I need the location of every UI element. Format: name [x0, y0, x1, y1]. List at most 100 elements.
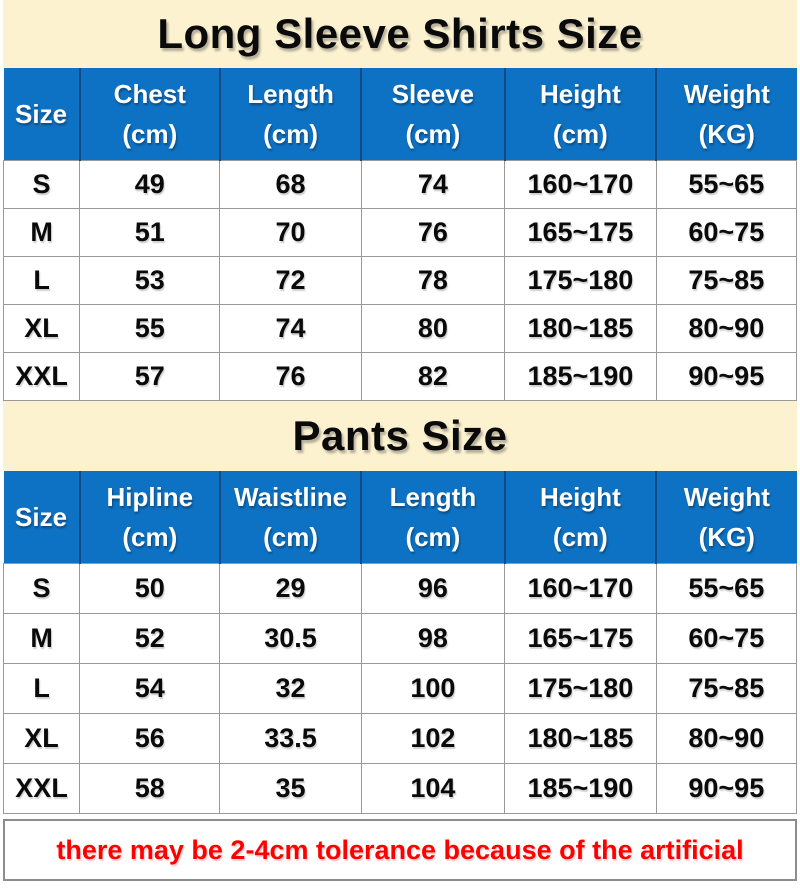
- value-cell: 55~65: [655, 563, 798, 614]
- value-cell: 160~170: [504, 160, 657, 209]
- pants-header-weight: Weight (KG): [655, 471, 797, 564]
- value-cell: 32: [219, 663, 362, 714]
- value-cell: 56: [79, 713, 221, 764]
- size-cell: M: [2, 613, 81, 664]
- value-cell: 76: [219, 352, 362, 401]
- pants-title: Pants Size: [3, 401, 797, 471]
- value-cell: 33.5: [219, 713, 362, 764]
- shirts-header-sleeve: Sleeve (cm): [360, 68, 505, 161]
- value-cell: 180~185: [504, 713, 657, 764]
- header-label: Height: [539, 79, 621, 109]
- value-cell: 74: [360, 160, 506, 209]
- header-label: Chest: [113, 79, 186, 109]
- size-cell: S: [2, 160, 81, 209]
- value-cell: 68: [219, 160, 362, 209]
- table-row: XXL 58 35 104 185~190 90~95: [2, 763, 798, 814]
- header-unit: (cm): [552, 119, 608, 149]
- value-cell: 90~95: [655, 763, 798, 814]
- size-cell: L: [2, 256, 81, 305]
- header-unit: (cm): [552, 522, 608, 552]
- value-cell: 102: [360, 713, 506, 764]
- table-row: XL 56 33.5 102 180~185 80~90: [2, 713, 798, 764]
- header-unit: (KG): [698, 119, 755, 149]
- value-cell: 165~175: [504, 613, 657, 664]
- header-label: Waistline: [233, 482, 348, 512]
- value-cell: 80: [360, 304, 506, 353]
- value-cell: 175~180: [504, 256, 657, 305]
- tolerance-note: there may be 2-4cm tolerance because of …: [3, 819, 797, 881]
- shirts-header-size: Size: [3, 68, 80, 161]
- value-cell: 58: [79, 763, 221, 814]
- value-cell: 80~90: [655, 304, 798, 353]
- value-cell: 50: [79, 563, 221, 614]
- pants-header-length: Length (cm): [360, 471, 505, 564]
- size-cell: L: [2, 663, 81, 714]
- value-cell: 104: [360, 763, 506, 814]
- size-cell: M: [2, 208, 81, 257]
- value-cell: 175~180: [504, 663, 657, 714]
- value-cell: 82: [360, 352, 506, 401]
- shirts-header-row: Size Chest (cm) Length (cm) Sleeve (cm) Hei…: [3, 68, 797, 161]
- shirts-header-chest: Chest (cm): [78, 68, 220, 161]
- header-label: Weight: [683, 482, 770, 512]
- value-cell: 30.5: [219, 613, 362, 664]
- header-label: Size: [15, 99, 68, 129]
- pants-header-hipline: Hipline (cm): [78, 471, 220, 564]
- value-cell: 55~65: [655, 160, 798, 209]
- header-unit: (cm): [122, 522, 178, 552]
- header-label: Hipline: [106, 482, 194, 512]
- header-unit: (cm): [263, 119, 318, 149]
- value-cell: 165~175: [504, 208, 657, 257]
- table-row: S 50 29 96 160~170 55~65: [2, 563, 798, 614]
- header-label: Height: [539, 482, 621, 512]
- header-unit: (cm): [263, 522, 318, 552]
- table-row: XL 55 74 80 180~185 80~90: [2, 304, 798, 353]
- value-cell: 49: [79, 160, 221, 209]
- pants-table: Size Hipline (cm) Waistline (cm) Length (cm…: [2, 471, 798, 814]
- header-unit: (cm): [122, 119, 178, 149]
- shirts-header-length: Length (cm): [218, 68, 362, 161]
- header-unit: (cm): [405, 522, 461, 552]
- shirts-title: Long Sleeve Shirts Size: [3, 0, 797, 68]
- table-row: XXL 57 76 82 185~190 90~95: [2, 352, 798, 401]
- size-cell: XL: [2, 713, 81, 764]
- value-cell: 80~90: [655, 713, 798, 764]
- table-row: M 51 70 76 165~175 60~75: [2, 208, 798, 257]
- value-cell: 185~190: [504, 352, 657, 401]
- shirts-header-weight: Weight (KG): [655, 68, 797, 161]
- value-cell: 180~185: [504, 304, 657, 353]
- value-cell: 57: [79, 352, 221, 401]
- value-cell: 52: [79, 613, 221, 664]
- header-label: Length: [247, 79, 334, 109]
- value-cell: 98: [360, 613, 506, 664]
- value-cell: 96: [360, 563, 506, 614]
- pants-header-height: Height (cm): [503, 471, 657, 564]
- header-label: Weight: [683, 79, 770, 109]
- value-cell: 29: [219, 563, 362, 614]
- pants-header-size: Size: [3, 471, 80, 564]
- value-cell: 100: [360, 663, 506, 714]
- table-row: L 54 32 100 175~180 75~85: [2, 663, 798, 714]
- value-cell: 70: [219, 208, 362, 257]
- header-unit: (cm): [405, 119, 461, 149]
- header-label: Length: [389, 482, 477, 512]
- size-cell: XXL: [2, 763, 81, 814]
- value-cell: 75~85: [655, 663, 798, 714]
- table-row: L 53 72 78 175~180 75~85: [2, 256, 798, 305]
- value-cell: 55: [79, 304, 221, 353]
- size-cell: S: [2, 563, 81, 614]
- value-cell: 53: [79, 256, 221, 305]
- value-cell: 185~190: [504, 763, 657, 814]
- shirts-header-height: Height (cm): [503, 68, 657, 161]
- value-cell: 160~170: [504, 563, 657, 614]
- value-cell: 90~95: [655, 352, 798, 401]
- size-cell: XXL: [2, 352, 81, 401]
- value-cell: 35: [219, 763, 362, 814]
- value-cell: 72: [219, 256, 362, 305]
- header-label: Sleeve: [391, 79, 475, 109]
- header-label: Size: [15, 502, 68, 532]
- size-cell: XL: [2, 304, 81, 353]
- value-cell: 78: [360, 256, 506, 305]
- shirts-table: Size Chest (cm) Length (cm) Sleeve (cm) Hei…: [2, 68, 798, 401]
